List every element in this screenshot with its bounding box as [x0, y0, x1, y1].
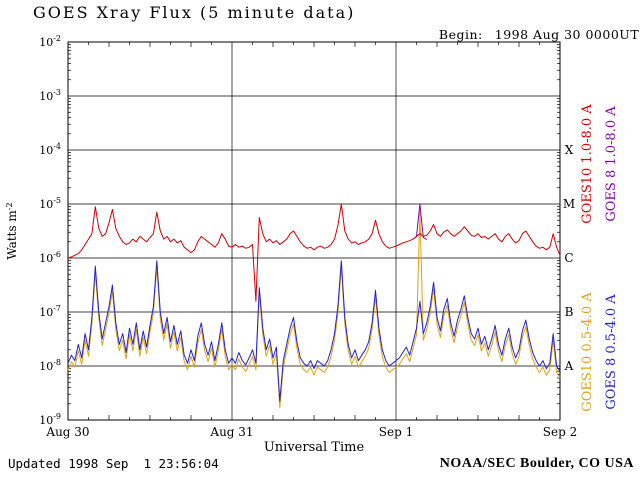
svg-text:M: M	[563, 197, 575, 211]
trace-goes-8-0-5-4-0-a	[67, 260, 561, 402]
updated-timestamp: Updated 1998 Sep 1 23:56:04	[8, 456, 219, 471]
legend-goes-8-0-5-4-0-a: GOES 8 0.5-4.0 A	[604, 294, 619, 410]
svg-text:C: C	[564, 251, 573, 265]
svg-text:Aug 31: Aug 31	[209, 425, 253, 439]
begin-label: Begin:	[438, 27, 483, 42]
x-axis-title: Universal Time	[264, 440, 365, 455]
svg-text:10-6: 10-6	[39, 250, 61, 265]
svg-text:Aug 30: Aug 30	[45, 425, 89, 439]
legend-goes10-0-5-4-0-a: GOES10 0.5-4.0 A	[580, 292, 595, 412]
svg-text:10-3: 10-3	[39, 88, 61, 103]
svg-text:X: X	[565, 143, 574, 157]
page-title: GOES Xray Flux (5 minute data)	[33, 3, 356, 22]
legend-labels: GOES10 0.5-4.0 A GOES 8 0.5-4.0 A GOES 8 1…	[580, 104, 619, 412]
y-axis-title: Watts m-2	[5, 202, 19, 259]
flare-class-labels: X M C B A	[563, 143, 575, 373]
legend-goes-8-1-0-8-0-a: GOES 8 1.0-8.0 A	[604, 106, 619, 222]
svg-text:Sep 1: Sep 1	[379, 425, 413, 439]
svg-text:Sep 2: Sep 2	[543, 425, 577, 439]
svg-text:10-4: 10-4	[39, 142, 61, 157]
svg-text:10-2: 10-2	[39, 34, 61, 49]
series-traces	[67, 203, 561, 409]
minor-ticks	[68, 42, 560, 420]
svg-text:10-5: 10-5	[39, 196, 61, 211]
trace-goes10-0-5-4-0-a	[67, 211, 561, 409]
begin-time: Begin: 1998 Aug 30 0000UT	[421, 12, 639, 57]
x-axis-tick-labels: Aug 30 Aug 31 Sep 1 Sep 2	[45, 425, 577, 439]
begin-value: 1998 Aug 30 0000UT	[494, 27, 640, 42]
svg-text:10-7: 10-7	[39, 304, 61, 319]
svg-text:B: B	[565, 305, 574, 319]
credit-text: NOAA/SEC Boulder, CO USA	[439, 456, 634, 471]
svg-text:10-8: 10-8	[39, 358, 61, 373]
svg-text:A: A	[564, 359, 574, 373]
y-axis-tick-labels: 10-2 10-3 10-4 10-5 10-6 10-7 10-8 10-9	[39, 34, 61, 427]
svg-text:10-9: 10-9	[39, 412, 61, 427]
legend-goes10-1-0-8-0-a: GOES10 1.0-8.0 A	[580, 104, 595, 224]
gridlines	[68, 42, 560, 420]
plot-frame	[67, 41, 561, 421]
trace-goes10-1-0-8-0-a	[67, 203, 561, 302]
